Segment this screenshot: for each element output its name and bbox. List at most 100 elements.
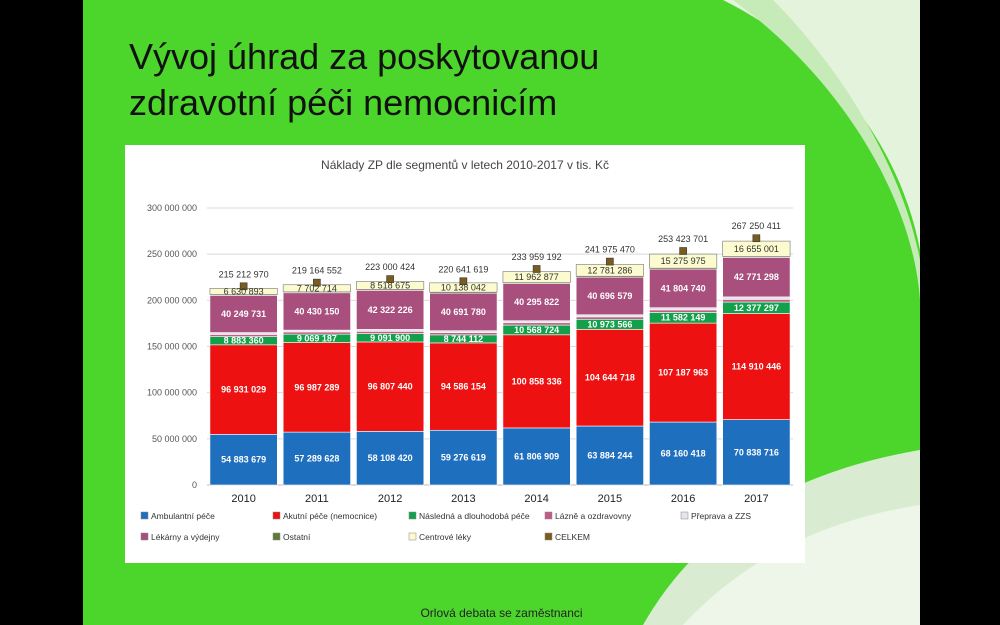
- legend-swatch: [140, 532, 149, 541]
- x-tick-label: 2017: [744, 493, 768, 505]
- segment-value-label: 42 771 298: [734, 272, 779, 282]
- total-value-label: 233 959 192: [512, 252, 562, 262]
- bar-segment: [356, 431, 425, 486]
- segment-value-label: 61 806 909: [514, 451, 559, 461]
- segment-value-label: 15 275 975: [661, 256, 706, 266]
- legend-label: Lékárny a výdejny: [151, 532, 220, 542]
- total-value-label: 223 000 424: [365, 262, 415, 272]
- legend-label: Následná a dlouhodobá péče: [419, 511, 530, 521]
- bar-segment: [502, 320, 571, 324]
- bar-segment: [209, 344, 278, 435]
- segment-value-label: 9 091 900: [370, 333, 410, 343]
- segment-value-label: 12 377 297: [734, 303, 779, 313]
- segment-value-label: 11 582 149: [661, 313, 706, 323]
- slide-footer: Orlová debata se zaměstnanci: [420, 606, 583, 620]
- legend-swatch: [272, 532, 281, 541]
- slide-title: Vývoj úhrad za poskytovanou zdravotní pé…: [129, 34, 829, 126]
- segment-value-label: 16 655 001: [734, 244, 779, 254]
- segment-value-label: 100 858 336: [512, 376, 562, 386]
- total-value-label: 219 164 552: [292, 266, 342, 276]
- total-marker: [459, 277, 468, 286]
- bar-segment: [356, 290, 425, 330]
- legend-swatch: [544, 532, 553, 541]
- segment-value-label: 7 702 714: [297, 283, 337, 293]
- legend-swatch: [544, 511, 553, 520]
- legend-swatch: [408, 532, 417, 541]
- legend-swatch: [140, 511, 149, 520]
- segment-value-label: 40 249 731: [221, 309, 266, 319]
- bar-segment: [209, 434, 278, 486]
- segment-value-label: 40 691 780: [441, 307, 486, 317]
- legend-label: Lázně a ozdravovny: [555, 511, 632, 521]
- slide-title-line-1: Vývoj úhrad za poskytovanou: [129, 36, 600, 77]
- y-tick-label: 150 000 000: [147, 342, 197, 352]
- segment-value-label: 104 644 718: [585, 373, 635, 383]
- y-tick-label: 200 000 000: [147, 295, 197, 305]
- bar-segment: [502, 283, 571, 322]
- legend-swatch: [680, 511, 689, 520]
- legend-label: CELKEM: [555, 532, 590, 542]
- x-axis-ticks: 2010 2011 2012 2013 2014 2015 2016 2017: [231, 493, 768, 505]
- segment-value-label: 41 804 740: [661, 283, 706, 293]
- bar-segment: [502, 334, 571, 429]
- slide-title-line-2: zdravotní péči nemocnicím: [129, 82, 558, 123]
- chart-container: Náklady ZP dle segmentů v letech 2010-20…: [125, 145, 805, 563]
- total-marker: [752, 234, 761, 243]
- segment-value-label: 8 883 360: [224, 336, 264, 346]
- total-marker: [606, 257, 614, 266]
- segment-value-label: 70 838 716: [734, 447, 779, 457]
- x-tick-label: 2015: [598, 493, 622, 505]
- segment-value-label: 40 696 579: [587, 291, 632, 301]
- bar-segment: [282, 342, 351, 433]
- x-tick-label: 2014: [524, 493, 548, 505]
- bar-segment: [575, 425, 644, 486]
- y-tick-label: 0: [192, 480, 197, 490]
- segment-value-label: 8 744 112: [444, 334, 484, 344]
- bar-segment: [282, 292, 351, 331]
- segment-value-label: 11 962 877: [514, 272, 558, 282]
- segment-value-label: 114 910 446: [732, 362, 782, 372]
- legend-swatch: [272, 511, 281, 520]
- legend-label: Ostatní: [283, 532, 311, 542]
- y-tick-label: 50 000 000: [152, 434, 197, 444]
- segment-value-label: 10 973 566: [587, 319, 632, 329]
- bar-segment: [429, 342, 498, 431]
- bar-segment: [722, 296, 791, 300]
- segment-value-label: 94 586 154: [441, 382, 486, 392]
- bar-segment: [356, 341, 425, 432]
- bar-segment: [649, 307, 718, 311]
- segment-value-label: 12 781 286: [587, 265, 632, 275]
- bar-segment: [429, 292, 498, 332]
- bar-segment: [575, 329, 644, 427]
- bar-segment: [429, 429, 498, 486]
- bar-segment: [649, 421, 718, 486]
- legend-label: Ambulantní péče: [151, 511, 215, 521]
- y-tick-label: 300 000 000: [147, 203, 197, 213]
- legend-label: Centrové léky: [419, 532, 472, 542]
- total-marker: [386, 275, 394, 283]
- legend-label: Akutní péče (nemocnice): [283, 511, 377, 521]
- stacked-bar-chart: Náklady ZP dle segmentů v letech 2010-20…: [140, 158, 793, 542]
- bar-segment: [282, 431, 351, 486]
- total-value-label: 241 975 470: [585, 245, 635, 255]
- bar-segment: [502, 427, 571, 486]
- total-value-label: 220 641 619: [438, 264, 488, 274]
- segment-value-label: 10 568 724: [514, 325, 559, 335]
- segment-value-label: 59 276 619: [441, 453, 486, 463]
- bars: [209, 234, 791, 486]
- legend-swatch: [408, 511, 417, 520]
- total-marker: [532, 265, 541, 273]
- segment-value-label: 42 322 226: [368, 305, 413, 315]
- segment-value-label: 57 289 628: [294, 454, 339, 464]
- segment-value-label: 96 931 029: [221, 385, 266, 395]
- segment-value-label: 54 883 679: [221, 455, 266, 465]
- segment-value-label: 8 518 675: [370, 280, 410, 290]
- total-marker: [313, 278, 321, 287]
- legend-label: Přeprava a ZZS: [691, 511, 751, 521]
- bar-segment: [649, 322, 718, 423]
- bar-segment: [575, 276, 644, 316]
- segment-value-label: 40 430 150: [294, 306, 339, 316]
- segment-value-label: 40 295 822: [514, 297, 559, 307]
- bar-segment: [209, 295, 278, 333]
- segment-value-label: 9 069 187: [297, 333, 337, 343]
